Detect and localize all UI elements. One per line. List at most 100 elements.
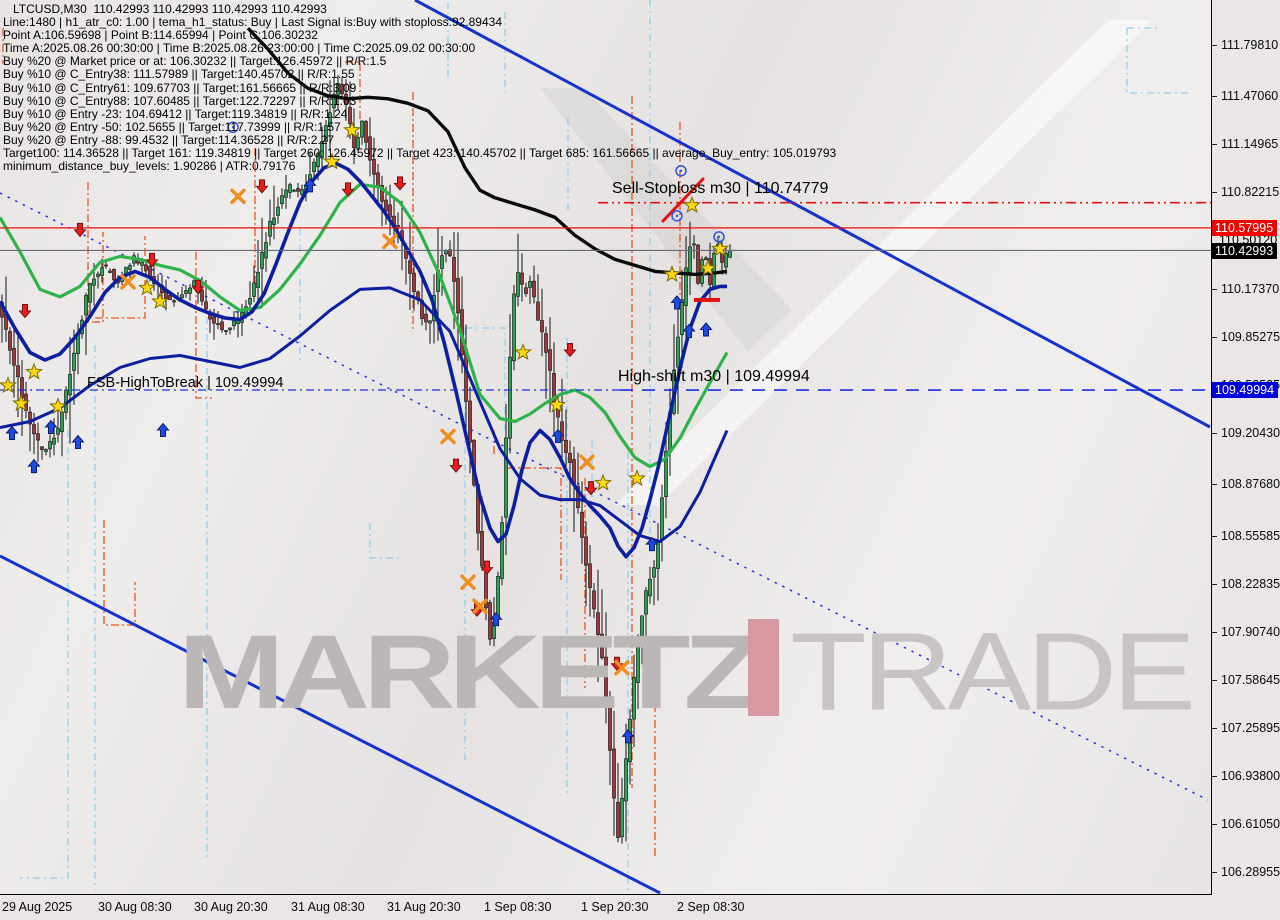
candle-body <box>608 700 612 751</box>
price-label: 109.20430 <box>1221 426 1280 440</box>
candle-body <box>188 287 192 294</box>
buy-arrow-icon <box>44 419 58 435</box>
candle-body <box>676 336 680 368</box>
candle-body <box>544 333 548 353</box>
time-axis[interactable]: 29 Aug 2025 30 Aug 08:30 30 Aug 20:30 31 Au… <box>0 895 1280 920</box>
support-zone-dash-line <box>20 430 69 879</box>
price-tick <box>1212 337 1217 338</box>
buy-arrow-icon <box>699 322 713 337</box>
buy-arrow-icon <box>682 323 696 338</box>
price-chart-svg[interactable] <box>0 0 1211 894</box>
candle-body <box>384 199 388 212</box>
candle-body <box>12 347 16 366</box>
price-tick <box>1212 289 1217 290</box>
sell-arrow-icon <box>191 279 205 295</box>
candle-body <box>232 320 236 326</box>
candle-body <box>268 220 272 237</box>
candle-body <box>224 330 228 332</box>
candle-body <box>140 261 144 266</box>
candle-body <box>128 265 132 270</box>
time-label: 1 Sep 08:30 <box>484 900 552 914</box>
price-tick <box>1212 584 1217 585</box>
star-marker-icon <box>683 196 701 213</box>
price-axis[interactable]: 111.79810 111.47060 111.14965 110.82215 110.… <box>1212 0 1280 894</box>
candle-body <box>300 189 304 195</box>
candle-body <box>356 137 360 150</box>
star-marker-icon <box>699 258 717 277</box>
candle-body <box>440 255 444 269</box>
candle-body <box>340 83 344 95</box>
dotted-mid-channel-line[interactable] <box>0 192 1209 801</box>
candle-body <box>540 320 544 333</box>
candle-body <box>500 522 504 579</box>
price-tick <box>1212 536 1217 537</box>
circle-mark-dot-icon <box>231 126 235 129</box>
psar-trail-dash-line <box>95 236 146 319</box>
x-mark-icon <box>460 574 476 590</box>
candle-body <box>536 301 540 321</box>
star-marker-icon <box>138 278 156 296</box>
candle-body <box>728 250 732 258</box>
candle-body <box>616 801 620 838</box>
sell-arrow-icon <box>563 342 577 358</box>
candle-body <box>72 352 76 371</box>
lower-channel-line[interactable] <box>0 554 661 894</box>
star-marker-icon <box>594 473 612 491</box>
psar-trail-dash-line <box>195 252 212 399</box>
star-marker-icon <box>711 239 729 257</box>
fsb-high-to-break-label[interactable]: FSB-HighToBreak | 109.49994 <box>87 375 284 391</box>
red-trend-segment[interactable] <box>661 177 705 223</box>
candle-body <box>296 188 300 192</box>
time-label: 1 Sep 20:30 <box>581 900 649 914</box>
star-marker-icon <box>12 394 30 412</box>
candle-body <box>260 252 264 269</box>
price-badge-high-shift: 109.49994 <box>1212 382 1279 398</box>
candle-body <box>324 125 328 142</box>
candle-body <box>488 602 492 640</box>
circle-mark-icon <box>675 165 687 177</box>
candle-body <box>380 185 384 202</box>
upper-channel-line[interactable] <box>414 0 1211 429</box>
sell-arrow-icon <box>480 560 494 575</box>
candle-body <box>444 250 448 255</box>
support-zone-dash-line <box>1126 28 1192 94</box>
price-tick <box>1212 728 1217 729</box>
price-tick <box>1212 632 1217 633</box>
candle-body <box>596 612 600 635</box>
candle-body <box>272 217 276 225</box>
price-label: 108.22835 <box>1221 577 1280 591</box>
high-shift-label[interactable]: High-shift m30 | 109.49994 <box>618 368 810 385</box>
price-tick <box>1212 776 1217 777</box>
x-mark-icon <box>579 454 595 470</box>
circle-mark-dot-icon <box>679 169 683 173</box>
buy-arrow-icon <box>489 611 503 627</box>
candle-body <box>112 268 116 281</box>
chart-canvas[interactable]: MARKETZ TRADE LTCUSD,M30 110.42993 110.4… <box>0 0 1212 895</box>
candle-body <box>248 297 252 305</box>
candle-body <box>336 83 340 96</box>
buy-arrow-icon <box>71 434 85 450</box>
star-marker-icon <box>343 120 361 138</box>
buy-arrow-icon <box>27 458 41 474</box>
black-fsb-high-line <box>246 27 728 277</box>
price-label: 110.17370 <box>1221 282 1280 296</box>
candle-body <box>524 287 528 294</box>
circle-mark-icon <box>227 121 239 134</box>
candle-body <box>316 153 320 168</box>
price-label: 107.25895 <box>1221 721 1280 735</box>
sell-arrow-icon <box>255 179 269 194</box>
candle-body <box>660 497 664 540</box>
candle-body <box>8 331 12 351</box>
candle-body <box>252 282 256 297</box>
x-mark-icon <box>614 660 630 676</box>
candle-body <box>624 758 628 802</box>
candle-body <box>520 272 524 285</box>
buy-arrow-icon <box>645 536 659 552</box>
candle-body <box>408 260 412 274</box>
candle-body <box>604 656 608 701</box>
sell-stoploss-label[interactable]: Sell-Stoploss m30 | 110.74779 <box>612 180 829 197</box>
candle-body <box>228 327 232 331</box>
candle-body <box>332 93 336 109</box>
candle-body <box>100 267 104 276</box>
candle-body <box>704 257 708 261</box>
